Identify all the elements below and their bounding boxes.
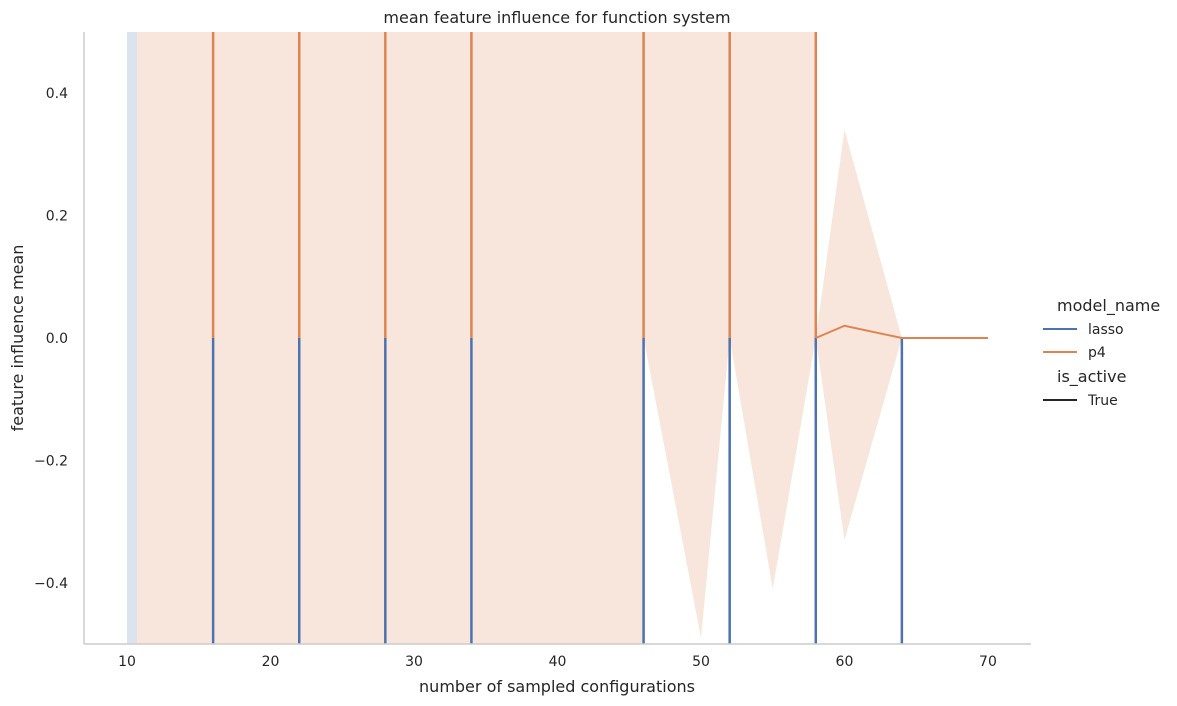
x-tick-label: 60 — [836, 654, 854, 670]
series-line-p4 — [815, 324, 988, 339]
x-tick-label: 10 — [118, 654, 136, 670]
x-tick-label: 20 — [262, 654, 280, 670]
confidence-bands — [127, 32, 902, 644]
chart-title: mean feature influence for function syst… — [383, 8, 730, 27]
y-tick-label: −0.2 — [34, 453, 68, 469]
ci-band-lasso — [127, 32, 138, 644]
legend: model_name lasso p4 is_active True — [1043, 296, 1160, 409]
x-tick-label: 30 — [405, 654, 423, 670]
legend-label-lasso: lasso — [1088, 322, 1124, 338]
y-axis-label: feature influence mean — [8, 245, 27, 432]
x-tick-label: 50 — [692, 654, 710, 670]
legend-label-p4: p4 — [1088, 345, 1106, 361]
legend-label-true: True — [1087, 393, 1118, 409]
ci-band-p4 — [137, 32, 902, 644]
x-tick-label: 70 — [979, 654, 997, 670]
x-tick-label: 40 — [549, 654, 567, 670]
y-tick-label: 0.0 — [46, 331, 68, 347]
axes: 10 20 30 40 50 60 70 0.4 0.2 0.0 −0.2 −0.4 — [34, 32, 1031, 670]
y-tick-label: −0.4 — [34, 576, 68, 592]
legend-style-title: is_active — [1057, 367, 1126, 387]
x-axis-label: number of sampled configurations — [419, 677, 695, 696]
legend-hue-title: model_name — [1057, 296, 1160, 316]
y-tick-label: 0.2 — [46, 209, 68, 225]
y-tick-label: 0.4 — [46, 86, 68, 102]
series-lines — [211, 32, 988, 644]
